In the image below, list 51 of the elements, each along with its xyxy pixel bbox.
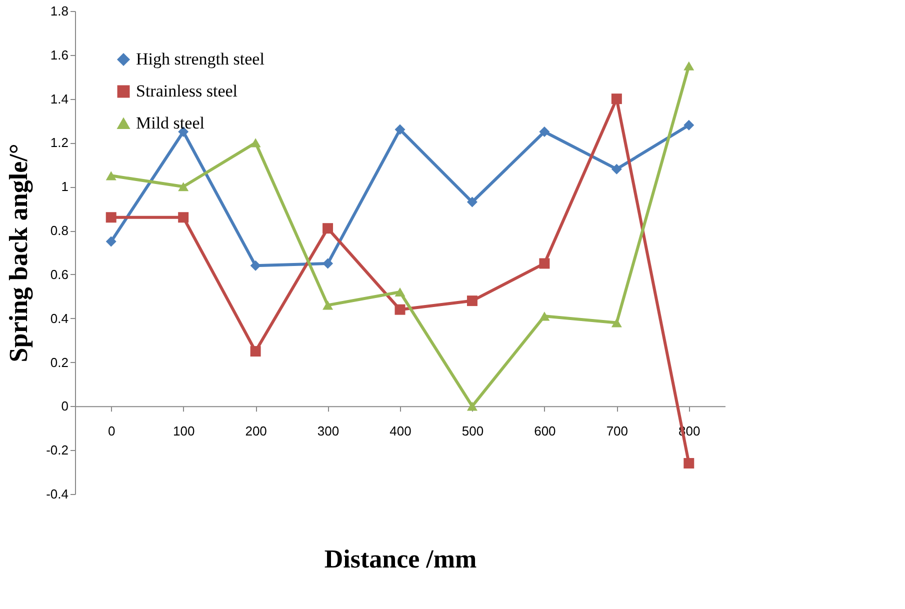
point <box>466 296 478 306</box>
y-tick-label: 0.2 <box>50 354 68 370</box>
point <box>250 138 261 148</box>
x-tick-label: 100 <box>172 424 195 439</box>
y-tick-label: 0.8 <box>50 223 68 238</box>
y-tick-label: 1.2 <box>50 135 68 150</box>
point <box>539 258 550 269</box>
point <box>684 120 694 130</box>
legend-label: Mild steel <box>136 114 205 132</box>
point <box>322 300 334 310</box>
y-axis-title: Spring back angle/° <box>4 144 34 362</box>
y-tick-label: -0.4 <box>46 486 68 502</box>
x-tick-label: 200 <box>245 424 267 439</box>
y-tick-label: 0.6 <box>50 266 68 282</box>
legend-label: Strainless steel <box>136 82 238 100</box>
point <box>466 402 478 411</box>
y-tick-label: 1.4 <box>50 91 68 106</box>
point <box>394 304 406 315</box>
x-tick-label: 600 <box>534 424 556 439</box>
y-tick-label: -0.2 <box>46 442 68 458</box>
point <box>611 318 622 328</box>
point <box>684 458 694 469</box>
x-tick-label: 400 <box>390 424 412 439</box>
point <box>684 61 694 70</box>
point <box>250 346 261 357</box>
x-axis-title: Distance /mm <box>324 544 478 574</box>
point <box>250 260 261 271</box>
y-tick-label: 0 <box>61 398 68 414</box>
point <box>322 223 334 234</box>
y-tick-label: 1.8 <box>50 4 68 18</box>
x-tick-label: 300 <box>317 424 340 439</box>
y-tick-label: 1.6 <box>50 47 68 62</box>
point <box>178 212 189 223</box>
point <box>611 94 622 104</box>
point <box>466 196 478 208</box>
point <box>106 236 116 247</box>
x-tick-label: 500 <box>462 424 484 439</box>
y-tick-label: 1 <box>61 179 68 194</box>
point <box>394 287 406 297</box>
x-tick-label: 700 <box>606 424 628 439</box>
x-tick-label: 0 <box>108 424 116 439</box>
point <box>178 182 189 192</box>
point <box>611 164 622 174</box>
legend-label: High strength steel <box>136 50 265 68</box>
point <box>539 312 550 321</box>
point <box>394 124 406 135</box>
y-tick-label: 0.4 <box>50 310 68 326</box>
point <box>106 171 116 180</box>
point <box>539 126 550 137</box>
point <box>322 258 334 269</box>
point <box>106 212 116 223</box>
